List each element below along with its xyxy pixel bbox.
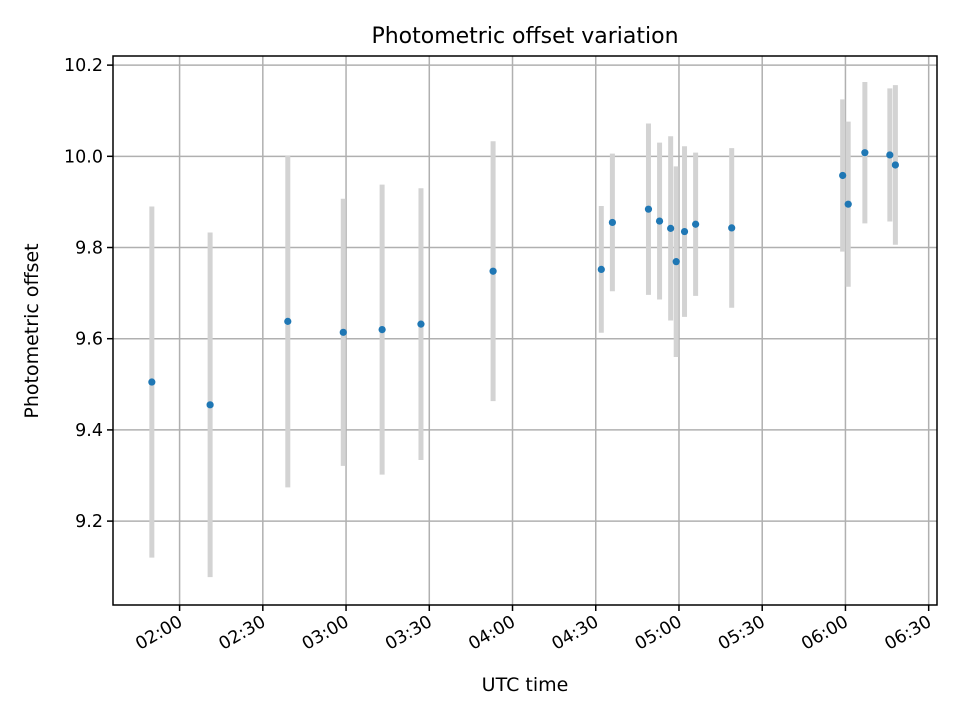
data-point (839, 171, 847, 180)
chart-title: Photometric offset variation (371, 24, 678, 49)
data-point (667, 224, 675, 232)
data-point (672, 258, 680, 266)
x-tick-label: 04:00 (465, 612, 519, 655)
x-axis-label: UTC time (482, 674, 569, 696)
data-point (206, 401, 214, 409)
data-point (489, 267, 497, 275)
y-tick-label: 9.4 (75, 421, 103, 441)
y-tick-label: 9.6 (75, 330, 103, 350)
y-axis-label: Photometric offset (21, 243, 43, 418)
data-point (148, 378, 156, 386)
data-points (148, 149, 899, 409)
grid-lines (113, 56, 937, 605)
y-tick-label: 10.2 (64, 56, 103, 76)
x-tick-label: 04:30 (549, 612, 603, 655)
data-point (728, 224, 736, 232)
x-tick-label: 05:00 (632, 612, 686, 655)
data-point (886, 151, 894, 159)
data-point (844, 200, 852, 208)
x-tick-label: 05:30 (715, 612, 769, 655)
data-point (692, 220, 700, 228)
x-tick-label: 02:00 (132, 612, 186, 655)
data-point (608, 218, 616, 227)
data-point (655, 217, 664, 225)
data-point (597, 265, 605, 273)
x-tick-label: 06:00 (798, 612, 852, 655)
x-tick-label: 03:00 (299, 612, 353, 655)
y-tick-label: 10.0 (64, 147, 103, 167)
x-tick-label: 03:30 (382, 612, 436, 655)
data-point (891, 161, 899, 169)
y-tick-label: 9.2 (75, 512, 103, 532)
data-point (861, 149, 869, 157)
x-tick-label: 06:30 (881, 612, 935, 655)
plot-frame (112, 55, 938, 606)
data-point (284, 317, 292, 325)
data-point (417, 320, 425, 328)
x-tick-label: 02:30 (216, 612, 270, 655)
y-axis-ticks: 9.2 9.4 9.6 9.8 10.0 10.2 (64, 56, 113, 532)
data-point (680, 227, 689, 236)
x-axis-ticks: 02:00 02:30 03:00 03:30 04:00 04:30 05:00 05:30… (132, 605, 935, 655)
data-point (378, 325, 386, 334)
data-point (644, 205, 653, 213)
y-tick-label: 9.8 (75, 239, 103, 259)
data-point (339, 328, 347, 336)
